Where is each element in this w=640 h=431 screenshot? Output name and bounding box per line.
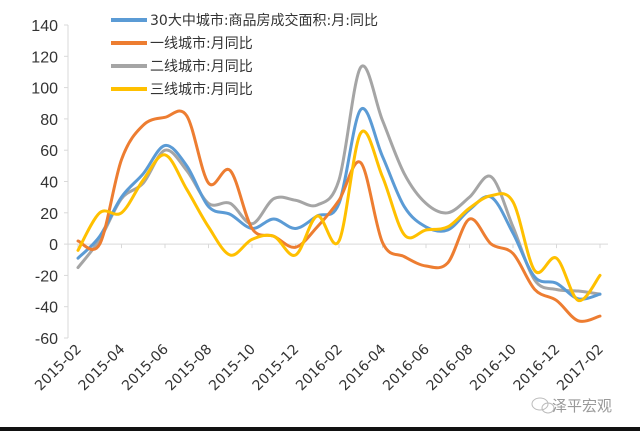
- series-line-3: [76, 129, 602, 302]
- x-tick-label: 2015-08: [163, 342, 216, 395]
- x-tick-label: 2016-04: [337, 341, 390, 394]
- x-tick-label: 2015-10: [206, 342, 259, 395]
- x-tick-label: 2016-12: [511, 342, 564, 395]
- x-tick-label: 2015-06: [119, 341, 172, 394]
- y-tick-label: 60: [40, 143, 58, 160]
- x-tick-label: 2016-06: [380, 341, 433, 394]
- y-axis: 140 120 100 80 60 40 20 0 -20 -40 -60: [31, 18, 69, 348]
- series-line-2: [76, 64, 602, 296]
- legend: 30大中城市:商品房成交面积:月:同比一线城市:月同比二线城市:月同比三线城市:…: [111, 12, 378, 98]
- y-tick-label: 20: [40, 206, 58, 223]
- bottom-bar: [0, 427, 640, 431]
- y-tick-label: -60: [35, 331, 58, 348]
- x-tick-label: 2015-04: [76, 341, 129, 394]
- watermark-text: 泽平宏观: [552, 397, 612, 415]
- series-line-1: [76, 109, 602, 323]
- legend-label: 二线城市:月同比: [150, 58, 253, 75]
- x-tick-label: 2016-02: [293, 342, 346, 395]
- y-tick-label: -20: [35, 268, 58, 285]
- watermark: 泽平宏观: [531, 397, 612, 415]
- y-tick-label: 80: [40, 112, 58, 129]
- legend-label: 一线城市:月同比: [150, 35, 253, 52]
- y-tick-label: 140: [31, 18, 58, 35]
- x-tick-label: 2017-02: [554, 342, 607, 395]
- series-lines: [76, 64, 602, 323]
- y-tick-label: 100: [31, 81, 58, 98]
- series-line-0: [76, 107, 602, 301]
- y-tick-label: -40: [35, 300, 58, 317]
- wechat-icon: [531, 397, 555, 414]
- y-tick-label: 120: [31, 49, 58, 66]
- x-tick-label: 2015-02: [32, 342, 85, 395]
- legend-label: 三线城市:月同比: [150, 81, 253, 98]
- x-tick-label: 2016-08: [424, 342, 477, 395]
- legend-label: 30大中城市:商品房成交面积:月:同比: [150, 12, 378, 29]
- x-tick-label: 2015-12: [250, 342, 303, 395]
- y-tick-label: 0: [49, 237, 58, 254]
- x-tick-label: 2016-10: [467, 342, 520, 395]
- y-tick-label: 40: [40, 175, 58, 192]
